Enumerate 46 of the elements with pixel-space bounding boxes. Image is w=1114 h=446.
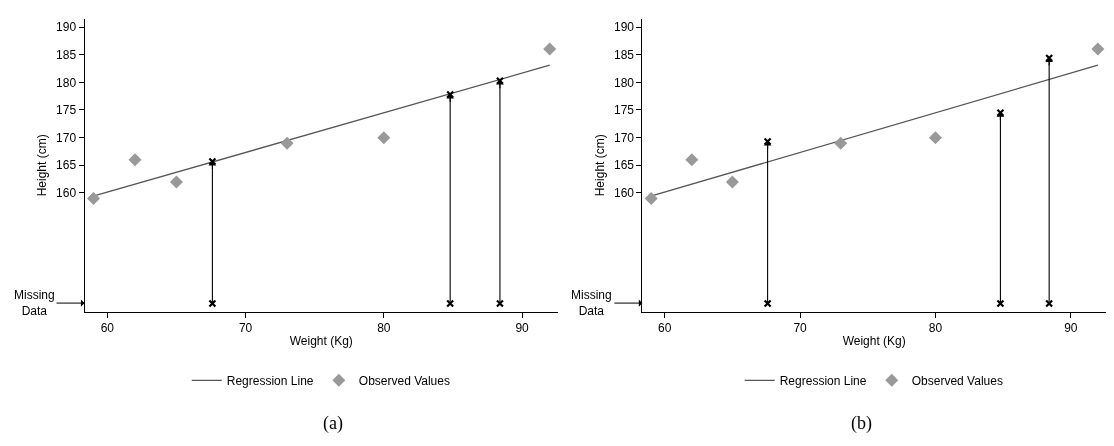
y-tick-label: 190: [56, 20, 77, 35]
point: [928, 131, 942, 145]
x-tick-label: 60: [658, 321, 672, 336]
point: [1091, 42, 1105, 56]
point: [377, 131, 391, 145]
y-tick-label: 180: [56, 75, 77, 90]
y-tick-label: 185: [613, 47, 635, 62]
point: [87, 191, 101, 205]
point: [834, 136, 848, 150]
y-tick-label: 160: [56, 186, 77, 201]
legend-label: Regression Line: [226, 374, 314, 389]
legend-label: Observed Values: [911, 374, 1003, 389]
x-axis-title: Weight (Kg): [842, 334, 906, 349]
point: [543, 42, 557, 56]
x-tick-label: 70: [238, 321, 253, 336]
y-tick-label: 185: [56, 47, 77, 62]
y-tick-label: 170: [613, 130, 635, 145]
legend-label: Regression Line: [779, 374, 867, 389]
x-tick-label: 90: [515, 321, 530, 336]
text: (b): [851, 413, 872, 434]
y-tick-label: 180: [613, 75, 635, 90]
point: [169, 175, 183, 189]
y-tick-label: 165: [56, 158, 77, 173]
y-tick-label: 170: [56, 130, 77, 145]
x-tick-label: 80: [377, 321, 391, 336]
point: [685, 153, 699, 167]
point: [280, 136, 294, 150]
y-axis-title: Height (cm): [35, 134, 50, 197]
y-tick-label: 190: [613, 20, 635, 35]
point: [128, 153, 142, 167]
point: [644, 191, 658, 205]
y-tick-label: 165: [613, 158, 635, 173]
y-tick-label: 160: [613, 186, 635, 201]
point: [725, 175, 739, 189]
x-tick-label: 60: [100, 321, 115, 336]
x-tick-label: 90: [1064, 321, 1078, 336]
text: (a): [323, 413, 343, 434]
y-tick-label: 175: [56, 103, 77, 118]
y-axis-title: Height (cm): [593, 134, 608, 197]
x-axis-title: Weight (Kg): [289, 334, 353, 349]
y-tick-label: 175: [613, 103, 635, 118]
x-tick-label: 70: [793, 321, 808, 336]
text: Missing Data: [571, 288, 612, 318]
legend-label: Observed Values: [358, 374, 450, 389]
x-tick-label: 80: [928, 321, 943, 336]
text: Missing Data: [14, 288, 55, 318]
